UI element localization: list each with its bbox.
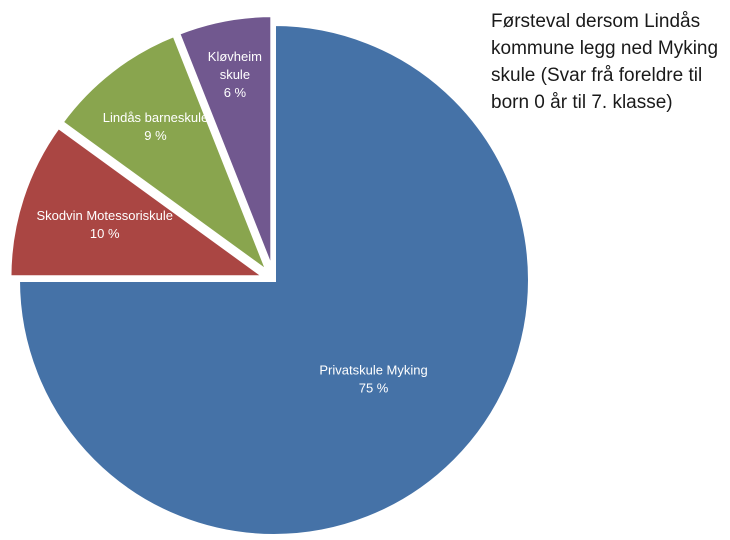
- slice-label-skodvin-motessoriskule: Skodvin Motessoriskule 10 %: [36, 208, 173, 241]
- pie-slice-skodvin-motessoriskule: [7, 123, 272, 280]
- slice-value-label: 9 %: [144, 128, 167, 143]
- slice-label-privatskule-myking: Privatskule Myking 75 %: [319, 363, 427, 396]
- slice-value-label: 75 %: [359, 381, 389, 396]
- slice-label-lind-s-barneskule: Lindås barneskule 9 %: [103, 110, 209, 143]
- chart-title: Førsteval dersom Lindås kommune legg ned…: [491, 11, 719, 113]
- slice-value-label: 10 %: [90, 226, 120, 241]
- pie-slice-privatskule-myking: [15, 21, 532, 538]
- slice-name-label: Privatskule Myking: [319, 363, 427, 378]
- slices-layer: [7, 13, 532, 538]
- slice-name-label: Kløvheim: [208, 49, 262, 64]
- slice-name-label: Lindås barneskule: [103, 110, 209, 125]
- pie-slice-kl-vheim-skule: [175, 13, 275, 272]
- slice-value-label: 6 %: [224, 85, 247, 100]
- slice-name-label: Skodvin Motessoriskule: [36, 208, 173, 223]
- labels-layer: Privatskule Myking 75 % Skodvin Motessoris…: [36, 49, 427, 396]
- pie-slice-lind-s-barneskule: [58, 32, 273, 279]
- slice-label-kl-vheim-skule: Kløvheim skule 6 %: [208, 49, 262, 100]
- slice-name-label: skule: [220, 67, 250, 82]
